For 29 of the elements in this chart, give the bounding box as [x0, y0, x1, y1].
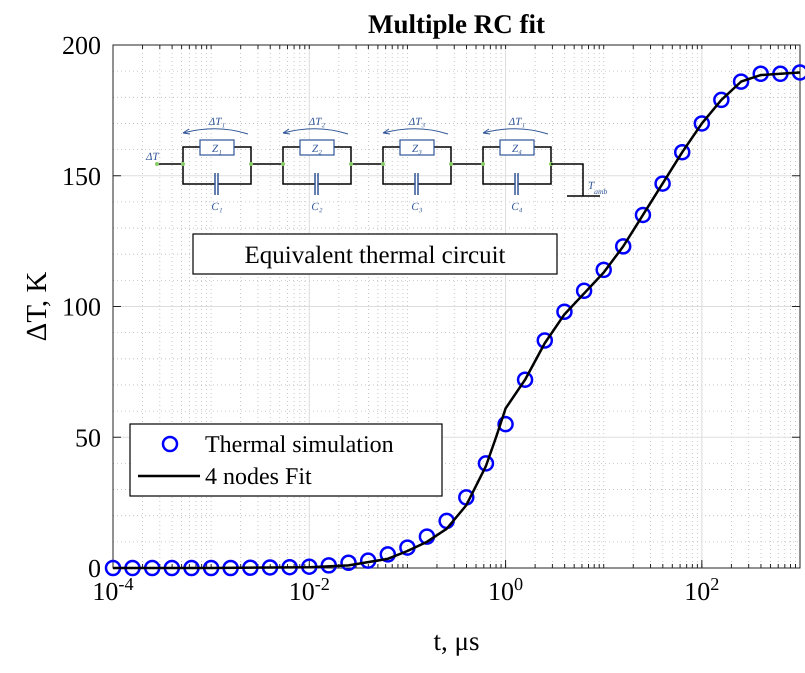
annotation: ΔT₂ [308, 116, 326, 128]
annotation: C₁ [211, 201, 223, 213]
x-tick-label: 10$^{0}$ [488, 574, 524, 606]
x-axis-title: t, μs [434, 626, 480, 656]
annotation: C₂ [311, 201, 323, 213]
point [104, 560, 122, 576]
chart-title: Multiple RC fit [368, 9, 545, 39]
y-tick-label: 200 [62, 31, 101, 60]
annotation: Z₄ [512, 143, 522, 155]
y-tick-label: 100 [62, 292, 101, 322]
annotation: C₄ [511, 201, 523, 213]
annotation: Equivalent thermal circuit [244, 242, 506, 269]
annotation: ΔT₃ [408, 116, 426, 128]
legend-label: 4 nodes Fit [205, 464, 312, 490]
annotation: ΔT₁ [208, 116, 226, 128]
annotation: ΔT₁ [508, 116, 526, 128]
annotation: T$_{amb}$ [588, 180, 608, 196]
y-tick-label: 50 [75, 423, 101, 452]
y-tick-label: 150 [62, 162, 101, 191]
legend-label: Thermal simulation [205, 432, 394, 458]
annotation: C₃ [411, 201, 423, 213]
y-axis-title: ΔT, K [21, 272, 53, 342]
x-tick-label: 10$^{2}$ [684, 574, 720, 606]
annotation: Z₂ [312, 143, 322, 155]
point [713, 92, 730, 108]
annotation: Z₁ [212, 143, 222, 155]
annotation: ΔT [145, 151, 160, 163]
annotation: Z₃ [412, 143, 422, 155]
x-tick-label: 10$^{-2}$ [288, 574, 330, 606]
